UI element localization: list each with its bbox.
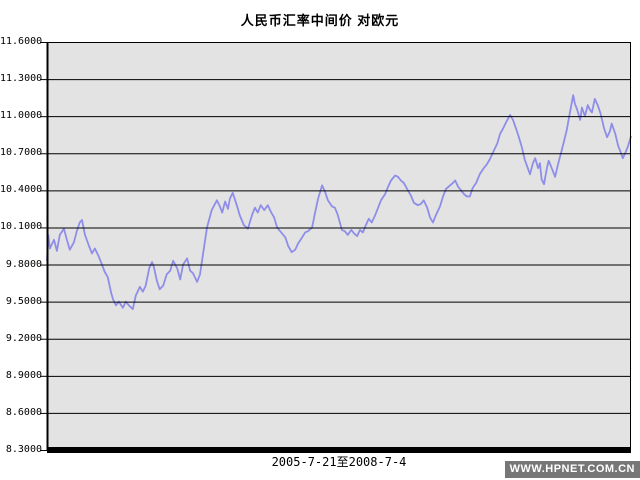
series-line [46,94,632,311]
x-axis-date-range-label: 2005-7-21至2008-7-4 [271,455,407,469]
y-axis-tick-label: 8.6000 [5,406,42,418]
y-axis-tick-label: 11.6000 [0,36,43,47]
chart-title: 人民币汇率中间价 对欧元 [240,13,400,28]
x-axis-line [47,447,631,453]
y-axis-tick-label: 10.7000 [0,147,43,159]
y-axis-tick-label: 11.0000 [0,110,43,122]
y-axis-tick-label: 9.5000 [5,295,42,307]
y-axis-tick-label: 10.4000 [0,184,43,196]
y-axis-tick-label: 10.1000 [0,221,43,233]
watermark-badge: WWW.HPNET.COM.CN [504,461,640,478]
plot-area [47,42,631,450]
y-axis-tick-label: 8.3000 [5,444,42,455]
y-axis-tick-label: 8.9000 [5,369,42,381]
y-axis-tick-label: 9.2000 [5,332,42,344]
y-axis-tick-label: 11.3000 [0,73,43,85]
y-axis-tick-label: 9.8000 [5,258,42,270]
